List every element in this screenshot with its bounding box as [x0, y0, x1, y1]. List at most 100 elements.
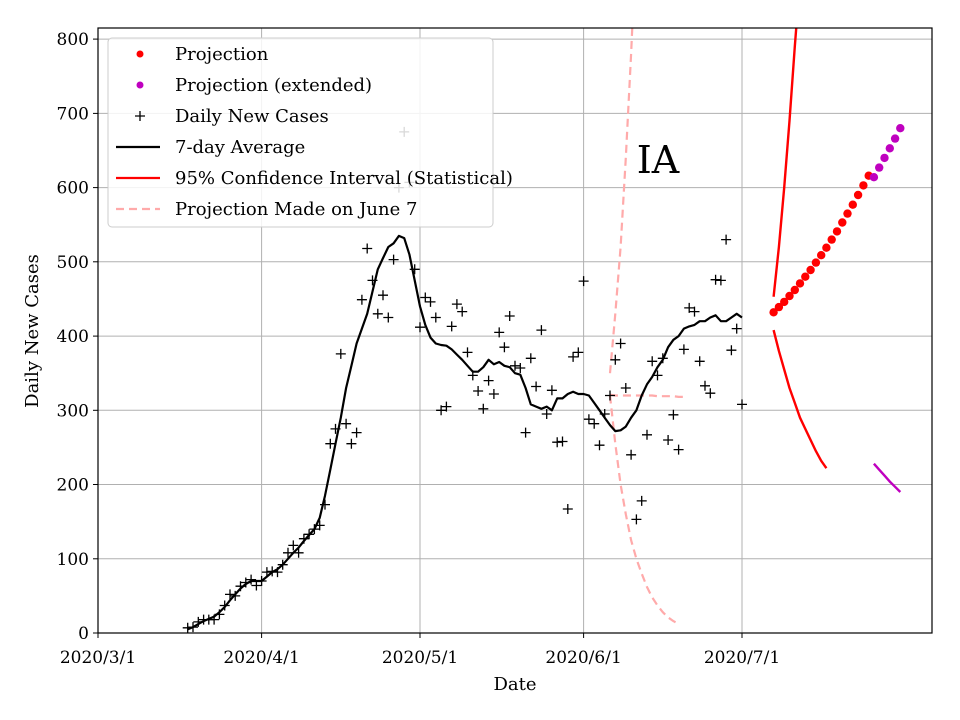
- projection-point: [795, 279, 805, 288]
- daily-case-marker: [478, 403, 489, 414]
- daily-case-marker: [330, 423, 341, 434]
- daily-case-marker: [504, 311, 515, 321]
- x-tick-label: 2020/3/1: [60, 648, 136, 668]
- ci-lower-line: [772, 329, 828, 469]
- daily-case-marker: [388, 254, 399, 265]
- daily-case-marker: [378, 290, 388, 301]
- daily-case-marker: [446, 321, 457, 332]
- daily-case-marker: [573, 347, 584, 358]
- daily-case-marker: [230, 590, 241, 601]
- june7-upper-line: [608, 28, 634, 374]
- daily-case-marker: [594, 440, 605, 451]
- daily-case-marker: [288, 540, 299, 551]
- daily-case-marker: [694, 356, 705, 367]
- daily-case-marker: [383, 312, 394, 323]
- daily-case-marker: [494, 327, 505, 338]
- legend-label-daily: Daily New Cases: [175, 106, 329, 127]
- seven-day-average-series: [187, 234, 743, 631]
- legend-label-projection: Projection: [175, 44, 269, 65]
- projection-extended-point: [875, 163, 884, 172]
- daily-case-marker: [700, 380, 710, 391]
- y-tick-label: 800: [57, 30, 89, 50]
- daily-case-marker: [409, 264, 420, 275]
- legend-box: [107, 37, 494, 228]
- june7-lower-line: [608, 395, 680, 626]
- daily-case-marker: [325, 438, 336, 449]
- projection-point: [827, 235, 836, 244]
- daily-case-marker: [346, 438, 357, 449]
- projection-extended-point: [885, 144, 894, 153]
- projection-point: [790, 285, 799, 295]
- daily-case-marker: [314, 520, 325, 531]
- legend-label-projection_ext: Projection (extended): [175, 75, 372, 96]
- x-tick-label: 2020/5/1: [382, 648, 458, 668]
- legend-label-avg: 7-day Average: [175, 137, 305, 158]
- x-tick-label: 2020/6/1: [545, 648, 621, 668]
- daily-case-marker: [636, 495, 647, 506]
- daily-case-marker: [620, 383, 631, 393]
- x-tick-label: 2020/7/1: [704, 648, 780, 668]
- daily-case-marker: [304, 529, 315, 540]
- projection-point: [832, 227, 842, 236]
- daily-case-marker: [578, 276, 589, 287]
- daily-case-marker: [510, 360, 520, 371]
- axes: 2020/3/1 2020/4/1 2020/5/1 2020/6/1 2020/7/1…: [57, 27, 933, 668]
- daily-case-marker: [451, 299, 462, 310]
- projection-point: [822, 243, 831, 252]
- legend-symbol-daily: [135, 111, 145, 121]
- daily-case-marker: [188, 622, 198, 633]
- daily-case-marker: [209, 614, 220, 625]
- daily-case-marker: [267, 566, 278, 577]
- daily-case-marker: [731, 323, 742, 334]
- daily-case-marker: [710, 274, 721, 285]
- daily-case-marker: [214, 609, 225, 620]
- daily-case-marker: [668, 409, 679, 420]
- daily-case-marker: [721, 234, 732, 245]
- daily-case-marker: [647, 356, 658, 367]
- daily-case-marker: [457, 306, 468, 317]
- daily-case-marker: [272, 567, 283, 578]
- daily-case-marker: [351, 427, 362, 438]
- daily-case-marker: [652, 370, 663, 381]
- y-tick-label: 500: [57, 253, 89, 273]
- june7-projection-series: [608, 28, 684, 626]
- daily-case-marker: [341, 418, 352, 429]
- daily-case-marker: [488, 389, 499, 399]
- projection-point: [838, 218, 847, 227]
- state-annotation: IA: [637, 138, 680, 182]
- y-tick-label: 600: [57, 179, 89, 199]
- daily-case-marker: [705, 388, 716, 399]
- daily-case-marker: [467, 370, 478, 381]
- projection-extended-point: [890, 134, 900, 143]
- daily-case-marker: [277, 559, 288, 570]
- daily-case-marker: [246, 574, 257, 585]
- projection-point: [859, 181, 868, 190]
- daily-case-marker: [293, 547, 304, 558]
- ci-lower-extended-line: [873, 462, 902, 493]
- daily-case-marker: [499, 342, 510, 353]
- daily-case-marker: [441, 401, 452, 412]
- daily-case-marker: [235, 581, 246, 592]
- daily-case-marker: [715, 275, 726, 286]
- daily-case-marker: [515, 363, 526, 373]
- projection-point: [769, 308, 778, 317]
- daily-case-marker: [657, 353, 668, 364]
- projection-point: [853, 190, 863, 200]
- daily-case-marker: [520, 427, 531, 438]
- y-tick-label: 700: [57, 104, 89, 124]
- daily-case-marker: [298, 533, 309, 544]
- daily-case-marker: [678, 344, 689, 355]
- daily-case-marker: [251, 580, 262, 591]
- daily-case-marker: [309, 524, 320, 535]
- daily-case-marker: [557, 436, 568, 447]
- legend-symbol-projection_ext: [136, 81, 144, 89]
- daily-case-marker: [436, 405, 447, 416]
- projection-point: [774, 302, 784, 312]
- y-tick-label: 200: [57, 476, 89, 496]
- daily-case-marker: [335, 348, 346, 359]
- daily-case-marker: [320, 499, 330, 510]
- daily-case-marker: [726, 345, 737, 356]
- daily-case-marker: [631, 514, 642, 525]
- legend-label-ci: 95% Confidence Interval (Statistical): [175, 168, 513, 189]
